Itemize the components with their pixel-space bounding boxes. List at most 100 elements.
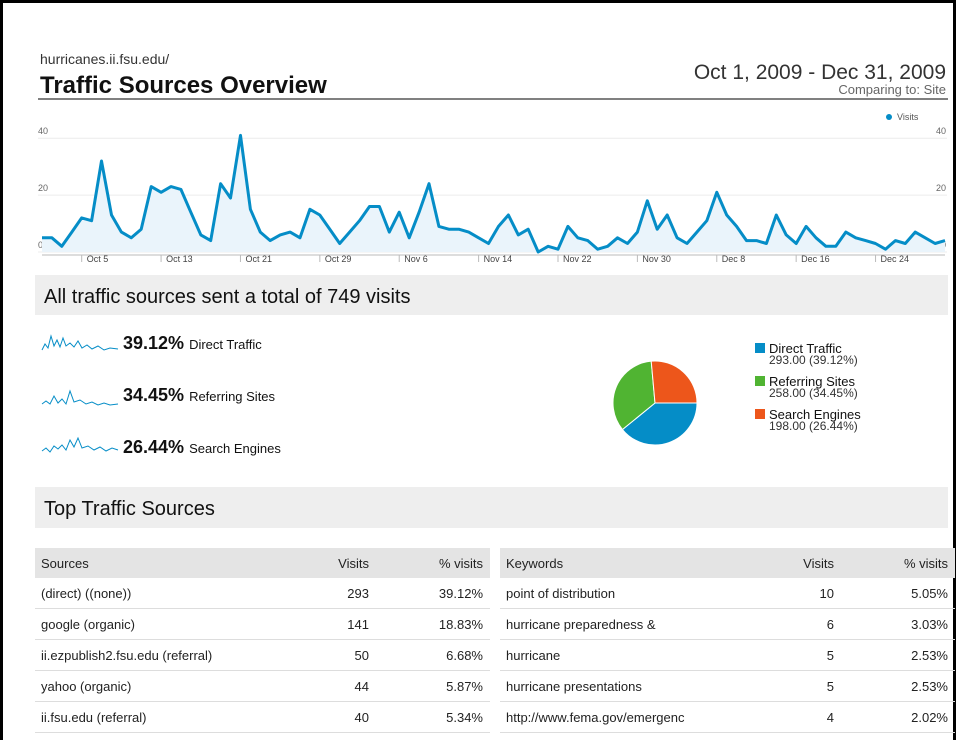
table-cell: ii.ezpublish2.fsu.edu (referral)	[41, 647, 213, 663]
table-cell: 5.34%	[446, 709, 483, 725]
column-header: % visits	[438, 555, 483, 571]
table-cell: 10	[819, 585, 834, 601]
legend-label: Direct Traffic	[769, 341, 842, 356]
table-cell: 5	[826, 678, 834, 694]
column-header: Sources	[41, 555, 89, 571]
legend-label: Referring Sites	[769, 374, 855, 389]
summary-item: 26.44% Search Engines	[123, 437, 281, 457]
summary-percent: 39.12%	[123, 333, 184, 353]
x-tick-label: Dec 24	[881, 254, 910, 264]
table-cell: 293	[347, 585, 369, 601]
y-tick-label: 20	[936, 183, 946, 193]
legend-value: 293.00 (39.12%)	[769, 353, 858, 367]
header-row: Keywords Visits % visits	[500, 548, 955, 578]
sparkline	[41, 334, 119, 351]
table-cell: 2.53%	[911, 678, 948, 694]
page-title: Traffic Sources Overview	[40, 72, 327, 99]
x-tick-label: Oct 29	[325, 254, 352, 264]
table-cell: 4	[826, 709, 834, 725]
x-tick-label: Oct 13	[166, 254, 193, 264]
legend-value: 198.00 (26.44%)	[769, 419, 858, 433]
column-header: Visits	[338, 555, 369, 571]
summary-label: Referring Sites	[189, 389, 275, 404]
table-cell: (direct) ((none))	[41, 585, 132, 601]
section-title: Top Traffic Sources	[44, 498, 215, 520]
table-cell: 18.83%	[438, 616, 483, 632]
date-range: Oct 1, 2009 - Dec 31, 2009	[694, 61, 946, 84]
table-cell: 5.05%	[911, 585, 948, 601]
y-tick-label: 40	[936, 126, 946, 136]
legend-label: Visits	[897, 112, 919, 122]
table-cell: 2.02%	[911, 709, 948, 725]
table-cell: point of distribution	[506, 585, 616, 601]
summary-item: 34.45% Referring Sites	[123, 385, 276, 405]
summary-percent: 26.44%	[123, 437, 184, 457]
x-tick-label: Nov 22	[563, 254, 592, 264]
table-row: point of distribution 10 5.05%	[500, 578, 955, 609]
table-cell: hurricane	[506, 647, 561, 663]
summary-percent: 34.45%	[123, 385, 184, 405]
table-row: http://www.fema.gov/emergenc 4 2.02%	[500, 702, 955, 733]
table-cell: hurricane presentations	[506, 678, 642, 694]
table: Sources Visits % visits (direct) ((none)) 29…	[35, 548, 490, 733]
table-row: hurricane preparedness & 6 3.03%	[500, 609, 955, 640]
column-header: Visits	[803, 555, 834, 571]
x-tick-label: Nov 30	[642, 254, 671, 264]
x-tick-label: Dec 8	[722, 254, 746, 264]
x-tick-label: Nov 6	[404, 254, 428, 264]
table-cell: ii.fsu.edu (referral)	[41, 709, 147, 725]
table-cell: hurricane preparedness &	[506, 616, 656, 632]
table-row: yahoo (organic) 44 5.87%	[35, 671, 490, 702]
table-cell: yahoo (organic)	[41, 678, 132, 694]
header-row: Sources Visits % visits	[35, 548, 490, 578]
table-cell: 141	[347, 616, 369, 632]
y-tick-label: 20	[38, 183, 48, 193]
pie-slice	[621, 402, 698, 446]
table-cell: 3.03%	[911, 616, 948, 632]
column-header: Keywords	[506, 555, 564, 571]
site: hurricanes.ii.fsu.edu/	[40, 51, 169, 67]
x-tick-label: Nov 14	[484, 254, 513, 264]
pie-slice	[612, 360, 656, 431]
y-tick-label: 0	[38, 240, 43, 250]
table-cell: 50	[354, 647, 369, 663]
table-cell: 2.53%	[911, 647, 948, 663]
table-cell: google (organic)	[41, 616, 135, 632]
table-row: hurricane 5 2.53%	[500, 640, 955, 671]
section-band	[35, 487, 948, 528]
sparklines	[41, 334, 119, 453]
headline-band	[35, 275, 948, 315]
table-cell: 40	[354, 709, 369, 725]
pie-slice	[650, 360, 698, 404]
table-cell: 5	[826, 647, 834, 663]
column-header: % visits	[903, 555, 948, 571]
headline: All traffic sources sent a total of 749 …	[44, 286, 410, 308]
table-row: hurricane presentations 5 2.53%	[500, 671, 955, 702]
table-cell: 44	[354, 678, 369, 694]
table-cell: 5.87%	[446, 678, 483, 694]
table-cell: 6.68%	[446, 647, 483, 663]
table: Keywords Visits % visits point of distribut…	[500, 548, 955, 733]
legend-marker	[886, 114, 892, 120]
table-cell: 39.12%	[438, 585, 483, 601]
legend-label: Search Engines	[769, 407, 861, 422]
x-tick-label: Oct 21	[245, 254, 272, 264]
table-row: ii.fsu.edu (referral) 40 5.34%	[35, 702, 490, 733]
area	[42, 135, 945, 252]
table-cell: 6	[826, 616, 834, 632]
summary-label: Search Engines	[189, 441, 281, 456]
summary-label: Direct Traffic	[189, 337, 262, 352]
x-tick-label: Dec 16	[801, 254, 830, 264]
legend-value: 258.00 (34.45%)	[769, 386, 858, 400]
legend-swatch	[755, 376, 765, 386]
table-row: (direct) ((none)) 293 39.12%	[35, 578, 490, 609]
x-tick-label: Oct 5	[87, 254, 109, 264]
sparkline	[41, 436, 119, 453]
sparkline	[41, 389, 119, 406]
legend-swatch	[755, 343, 765, 353]
line	[42, 133, 946, 254]
table-row: ii.ezpublish2.fsu.edu (referral) 50 6.68%	[35, 640, 490, 671]
